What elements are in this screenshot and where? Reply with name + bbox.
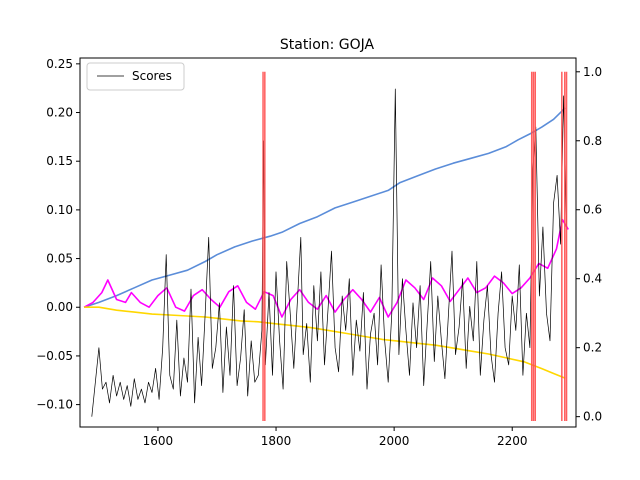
series-line-3 (84, 306, 566, 380)
y-left-tick-label-7: 0.25 (46, 57, 73, 71)
series-line-1 (83, 107, 566, 308)
y-right-tick-label-1: 0.2 (583, 341, 602, 355)
y-right-tick-label-2: 0.4 (583, 272, 602, 286)
y-left-tick-label-3: 0.05 (46, 252, 73, 266)
y-left-tick-label-5: 0.15 (46, 154, 73, 168)
y-left-tick-label-4: 0.10 (46, 203, 73, 217)
y-left-tick-label-6: 0.20 (46, 106, 73, 120)
y-right-tick-label-0: 0.0 (583, 410, 602, 424)
y-right-tick-label-3: 0.6 (583, 203, 602, 217)
x-tick-label-2000: 2000 (379, 434, 410, 448)
axes-layer: 1600 1800 2000 2200 −0.10 −0.05 0.00 0.05 0.10 0.… (36, 57, 602, 448)
series-line-2 (83, 218, 569, 318)
y-left-tick-label-1: −0.05 (36, 349, 73, 363)
y-left-tick-label-2: 0.00 (46, 300, 73, 314)
legend: Scores (86, 62, 185, 91)
y-left-tick-label-0: −0.10 (36, 398, 73, 412)
legend-label-scores: Scores (132, 69, 172, 83)
x-tick-label-1600: 1600 (143, 434, 174, 448)
y-right-tick-label-4: 0.8 (583, 134, 602, 148)
y-right-tick-label-5: 1.0 (583, 65, 602, 79)
series-layer (83, 71, 569, 421)
chart-title: Station: GOJA (280, 37, 375, 53)
x-tick-label-2200: 2200 (497, 434, 528, 448)
plot-frame (79, 57, 577, 428)
series-line-scores (91, 88, 567, 417)
x-tick-label-1800: 1800 (261, 434, 292, 448)
